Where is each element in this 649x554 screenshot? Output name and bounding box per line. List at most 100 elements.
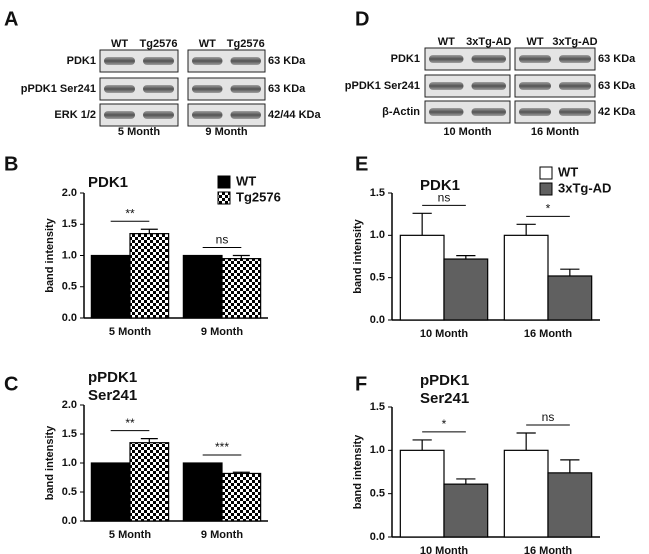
blot-box	[187, 77, 266, 101]
legend-swatch	[539, 166, 553, 180]
y-axis-label: band intensity	[352, 434, 364, 509]
blot-band	[429, 108, 464, 116]
significance-label: ns	[216, 233, 229, 247]
blot-band	[559, 55, 591, 63]
blot-row-label: PDK1	[391, 53, 420, 65]
group-label: 10 Month	[443, 126, 492, 138]
group-label: 9 Month	[205, 126, 247, 138]
legend-label: Tg2576	[236, 189, 281, 204]
bar	[182, 254, 223, 319]
blot-band	[143, 57, 174, 65]
bar	[129, 442, 170, 522]
blot-band	[104, 85, 135, 93]
blot-box	[187, 103, 266, 127]
blot-box	[187, 49, 266, 73]
chart-title: Ser241	[420, 390, 469, 407]
bar	[399, 449, 445, 538]
blot-band	[230, 85, 261, 93]
blot-band	[143, 111, 174, 119]
x-tick-label: 9 Month	[201, 326, 243, 338]
bar	[90, 462, 131, 522]
blot-box	[514, 47, 596, 71]
blot-band	[192, 111, 223, 119]
bar	[503, 449, 549, 538]
bar	[221, 472, 262, 522]
y-tick-label: 1.0	[370, 229, 385, 241]
chart-title: pPDK1	[420, 372, 469, 389]
blot-band	[519, 82, 551, 90]
bar	[129, 233, 170, 319]
y-tick-label: 1.5	[62, 428, 77, 440]
chart-title: pPDK1	[88, 369, 137, 386]
blot-band	[429, 82, 464, 90]
blot-band	[192, 57, 223, 65]
blot-band	[104, 111, 135, 119]
panel-letter: F	[355, 373, 367, 395]
x-tick-label: 16 Month	[524, 545, 573, 554]
y-tick-label: 1.0	[370, 444, 385, 456]
blot-band	[230, 57, 261, 65]
blot-box	[99, 77, 179, 101]
blot-box	[514, 74, 596, 98]
lane-label: WT	[438, 36, 455, 48]
panel-letter: E	[355, 153, 368, 175]
significance-label: **	[125, 206, 135, 220]
y-tick-label: 1.5	[62, 218, 77, 230]
lane-label: 3xTg-AD	[466, 36, 511, 48]
x-tick-label: 9 Month	[201, 529, 243, 541]
chart-title: Ser241	[88, 387, 137, 404]
significance-label: *	[442, 417, 447, 431]
y-tick-label: 0.5	[62, 486, 77, 498]
y-tick-label: 1.5	[370, 401, 385, 413]
y-axis-label: band intensity	[44, 425, 56, 500]
blot-band	[471, 82, 506, 90]
blot-row-label: β-Actin	[382, 106, 420, 118]
blot-band	[192, 85, 223, 93]
blot-row-label: pPDK1 Ser241	[345, 80, 420, 92]
y-tick-label: 0.0	[62, 515, 77, 527]
y-tick-label: 0.5	[370, 272, 385, 284]
legend-swatch	[217, 175, 231, 189]
blot-band	[230, 111, 261, 119]
group-label: 5 Month	[118, 126, 160, 138]
y-tick-label: 0.5	[62, 281, 77, 293]
chart-title: PDK1	[420, 177, 460, 194]
y-tick-label: 0.0	[62, 312, 77, 324]
blot-band	[559, 108, 591, 116]
blot-band	[519, 55, 551, 63]
blot-band	[143, 85, 174, 93]
legend-swatch	[217, 191, 231, 205]
significance-label: **	[125, 416, 135, 430]
blot-size: 63 KDa	[598, 80, 636, 92]
blot-band	[519, 108, 551, 116]
blot-row-label: ERK 1/2	[54, 109, 96, 121]
blot-row-label: PDK1	[67, 55, 96, 67]
chart-title: PDK1	[88, 174, 128, 191]
legend-label: WT	[558, 164, 578, 179]
x-tick-label: 10 Month	[420, 328, 469, 340]
bar	[443, 483, 489, 538]
blot-box	[99, 49, 179, 73]
lane-label: Tg2576	[227, 38, 265, 50]
blot-band	[471, 108, 506, 116]
blot-box	[514, 100, 596, 124]
bar	[221, 258, 262, 319]
legend-swatch	[539, 182, 553, 196]
bar	[399, 234, 445, 321]
y-tick-label: 1.0	[62, 249, 77, 261]
blot-box	[424, 100, 511, 124]
y-tick-label: 2.0	[62, 399, 77, 411]
significance-label: ns	[542, 410, 555, 424]
x-tick-label: 16 Month	[524, 328, 573, 340]
x-tick-label: 5 Month	[109, 326, 151, 338]
blot-band	[471, 55, 506, 63]
bar	[182, 462, 223, 522]
x-tick-label: 10 Month	[420, 545, 469, 554]
blot-box	[424, 47, 511, 71]
blot-size: 63 KDa	[268, 55, 306, 67]
blot-size: 42 KDa	[598, 106, 636, 118]
bar	[547, 275, 593, 321]
x-tick-label: 5 Month	[109, 529, 151, 541]
y-tick-label: 0.0	[370, 531, 385, 543]
